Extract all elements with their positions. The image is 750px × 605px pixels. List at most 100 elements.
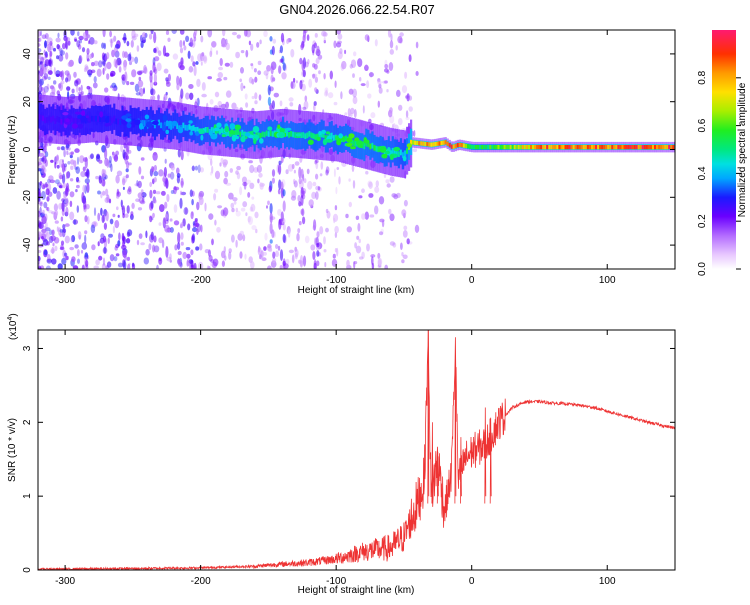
noise-speck: [140, 40, 144, 49]
noise-speck: [54, 179, 60, 185]
noise-speck: [38, 196, 41, 202]
noise-speck: [137, 207, 143, 211]
ridge-core: [308, 131, 311, 137]
streak-speck: [302, 255, 307, 267]
noise-speck: [294, 161, 300, 166]
streak-speck: [65, 38, 69, 50]
noise-speck: [48, 175, 54, 181]
noise-speck: [61, 257, 67, 265]
ridge-core: [591, 145, 594, 150]
noise-speck: [77, 249, 80, 257]
noise-speck: [199, 243, 203, 251]
noise-speck: [88, 73, 92, 78]
ridge-core: [521, 145, 524, 150]
noise-speck: [254, 100, 258, 105]
ridge-core: [467, 144, 470, 149]
ridge-core: [263, 131, 266, 138]
noise-speck: [222, 30, 226, 37]
streak-speck: [65, 197, 69, 207]
snr-y-ticks: 0 1 2 3: [22, 345, 675, 573]
ridge-core: [473, 145, 476, 150]
noise-speck: [334, 80, 337, 88]
noise-speck: [60, 244, 64, 250]
noise-speck: [56, 55, 60, 60]
noise-speck: [118, 66, 122, 73]
noise-speck: [377, 100, 380, 108]
ridge-core: [233, 131, 236, 138]
ridge-core: [259, 133, 262, 139]
noise-speck: [44, 53, 49, 59]
noise-speck: [254, 211, 259, 219]
noise-speck: [399, 32, 404, 37]
noise-speck: [293, 169, 296, 174]
noise-speck: [53, 47, 56, 52]
noise-speck: [159, 204, 165, 213]
ridge-core: [605, 145, 608, 150]
noise-speck: [69, 154, 73, 159]
ridge-core: [532, 145, 535, 150]
ridge-blob: [162, 124, 166, 132]
noise-speck: [368, 72, 374, 78]
streak-speck: [106, 159, 110, 168]
noise-speck: [174, 244, 178, 251]
ridge-core: [403, 150, 407, 157]
noise-speck: [353, 261, 356, 269]
noise-speck: [231, 234, 235, 243]
noise-speck: [153, 245, 160, 253]
ridge-core: [497, 145, 500, 150]
noise-speck: [311, 191, 317, 199]
streak-speck: [301, 208, 305, 217]
ridge-core: [603, 145, 606, 150]
noise-speck: [76, 156, 80, 165]
ridge-blob: [285, 127, 292, 131]
ridge-core: [271, 131, 274, 137]
ridge-blob: [162, 114, 168, 122]
streak-speck: [82, 184, 86, 193]
x-tick-label: -300: [55, 576, 75, 587]
streak-speck: [153, 177, 157, 183]
noise-speck: [201, 82, 206, 91]
noise-speck: [52, 187, 58, 194]
noise-speck: [59, 229, 64, 233]
streak-speck: [282, 62, 286, 71]
noise-speck: [138, 87, 144, 97]
noise-speck: [156, 264, 159, 269]
noise-speck: [405, 116, 410, 120]
ridge-blob: [80, 115, 87, 123]
noise-speck: [285, 169, 289, 175]
noise-speck: [97, 241, 100, 247]
noise-speck: [51, 258, 57, 265]
noise-speck: [304, 235, 310, 244]
noise-speck: [197, 164, 201, 174]
noise-speck: [356, 235, 360, 240]
noise-speck: [230, 202, 235, 209]
noise-speck: [361, 188, 365, 193]
ridge-blob: [104, 122, 112, 126]
noise-speck: [359, 256, 364, 260]
spectrogram-x-axis-label: Height of straight line (km): [298, 285, 415, 296]
colorbar-tick-label: 0.6: [697, 118, 708, 132]
streak-speck: [122, 149, 126, 159]
noise-speck: [158, 169, 164, 177]
noise-speck: [249, 182, 255, 189]
noise-speck: [117, 214, 120, 218]
streak-speck: [84, 156, 88, 169]
noise-speck: [348, 178, 351, 182]
noise-speck: [123, 62, 127, 72]
ridge-core: [631, 145, 634, 150]
noise-speck: [201, 93, 207, 98]
noise-speck: [115, 59, 118, 69]
noise-speck: [359, 77, 362, 82]
noise-speck: [361, 213, 366, 220]
streak-speck: [189, 189, 193, 197]
noise-speck: [173, 220, 180, 226]
noise-speck: [389, 176, 395, 183]
ridge-core: [117, 118, 120, 125]
noise-speck: [379, 218, 385, 223]
ridge-core: [62, 116, 65, 123]
ridge-core: [373, 144, 376, 151]
noise-speck: [196, 201, 200, 211]
noise-speck: [47, 43, 52, 53]
noise-speck: [203, 55, 208, 64]
noise-speck: [379, 231, 384, 236]
